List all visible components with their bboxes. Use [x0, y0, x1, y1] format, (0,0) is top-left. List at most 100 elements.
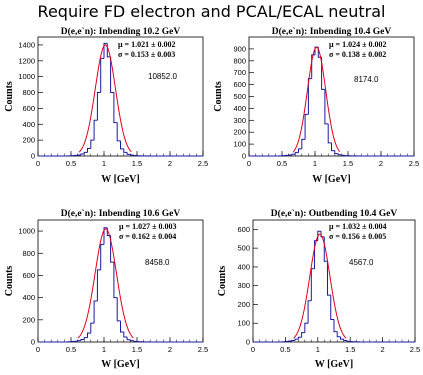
y-tick-label: 0	[31, 338, 35, 347]
y-tick-label: 800	[233, 56, 246, 65]
mu-value: μ = 1.024 ± 0.002	[329, 40, 386, 49]
histogram-bin	[94, 301, 97, 323]
histogram-bin	[121, 141, 124, 149]
y-tick-label: 1000	[18, 72, 35, 81]
histogram-bin	[124, 149, 127, 153]
x-tick-label: 1.5	[345, 345, 355, 354]
histogram-bin	[130, 154, 133, 155]
histogram-bin	[81, 154, 84, 155]
histogram-bin	[298, 337, 301, 339]
x-tick-label: 2.5	[198, 345, 208, 354]
histogram-bin	[121, 321, 124, 332]
y-tick-label: 400	[22, 293, 35, 302]
y-tick-label: 500	[233, 92, 246, 101]
y-tick-label: 100	[237, 319, 250, 328]
histogram-bin	[84, 338, 87, 340]
chart-title: D(e,e`n): Inbending 10.6 GeV	[61, 208, 181, 219]
x-axis-label: W [GeV]	[315, 359, 353, 370]
histogram-bin	[127, 337, 130, 340]
y-tick-label: 200	[233, 128, 246, 137]
histogram-bin	[292, 154, 295, 155]
x-tick-label: 2.5	[409, 159, 419, 168]
y-tick-label: 400	[22, 120, 35, 129]
entries-count: 8174.0	[354, 75, 379, 84]
mu-value: μ = 1.032 ± 0.004	[329, 222, 386, 231]
sigma-value: σ = 0.153 ± 0.003	[118, 50, 175, 59]
x-tick-label: 1	[316, 345, 320, 354]
x-axis-label: W [GeV]	[101, 359, 139, 370]
x-tick-label: 1.5	[132, 159, 142, 168]
entries-count: 4567.0	[349, 258, 374, 267]
y-tick-label: 500	[237, 244, 250, 253]
x-tick-label: 1.5	[132, 345, 142, 354]
y-tick-label: 100	[233, 140, 246, 149]
histogram-bin	[308, 301, 311, 324]
y-axis-label: Counts	[213, 81, 224, 112]
y-tick-label: 600	[233, 80, 246, 89]
histogram-bin	[347, 340, 350, 341]
histogram-bin	[292, 340, 295, 341]
entries-count: 8458.0	[145, 258, 170, 267]
y-tick-label: 400	[237, 262, 250, 271]
x-tick-label: 2.5	[198, 159, 208, 168]
chart-title: D(e,e`n): Inbending 10.4 GeV	[272, 26, 392, 37]
x-tick-label: 0	[247, 159, 251, 168]
histogram-bin	[295, 339, 298, 340]
histogram-bin	[340, 337, 343, 339]
y-tick-label: 800	[22, 88, 35, 97]
histogram-bin	[97, 270, 100, 301]
y-tick-label: 1400	[18, 40, 35, 49]
gaussian-fit-curve	[293, 47, 340, 152]
histogram-bin	[101, 58, 104, 92]
y-tick-label: 800	[22, 249, 35, 258]
gaussian-fit-curve	[78, 229, 133, 338]
mu-value: μ = 1.027 ± 0.003	[119, 222, 176, 231]
y-tick-label: 300	[237, 281, 250, 290]
histogram-bin	[302, 333, 305, 338]
x-tick-label: 0.5	[66, 345, 76, 354]
histogram-bin	[311, 269, 314, 301]
x-tick-label: 1	[102, 345, 106, 354]
y-tick-label: 600	[22, 104, 35, 113]
x-tick-label: 2	[379, 159, 383, 168]
histogram-bin	[305, 114, 308, 139]
histogram-bin	[130, 340, 133, 341]
main-title: Require FD electron and PCAL/ECAL neutra…	[0, 2, 423, 21]
histogram-bin	[124, 332, 127, 337]
histogram-bin	[81, 340, 84, 341]
chart-title: D(e,e`n): Outbending 10.4 GeV	[271, 208, 398, 219]
histogram-bin	[295, 153, 298, 155]
y-tick-label: 1000	[18, 227, 35, 236]
x-tick-label: 1	[102, 159, 106, 168]
y-tick-label: 200	[22, 315, 35, 324]
histogram-bin	[84, 152, 87, 154]
x-tick-label: 2	[168, 159, 172, 168]
histogram-bin	[88, 148, 91, 152]
sigma-value: σ = 0.162 ± 0.004	[119, 232, 176, 241]
histogram-bin	[78, 341, 81, 342]
histogram-bin	[338, 154, 341, 155]
x-tick-label: 0.5	[277, 159, 287, 168]
gaussian-fit-curve	[294, 234, 346, 338]
entries-count: 10852.0	[148, 72, 177, 81]
histogram-bin	[97, 93, 100, 121]
x-tick-label: 0.5	[280, 345, 290, 354]
y-tick-label: 200	[237, 300, 250, 309]
histogram-bin	[127, 152, 130, 154]
y-tick-label: 0	[31, 152, 35, 161]
x-axis-label: W [GeV]	[312, 174, 350, 185]
y-tick-label: 1200	[18, 56, 35, 65]
y-tick-label: 600	[237, 225, 250, 234]
x-tick-label: 0	[36, 345, 40, 354]
histogram-bin	[305, 323, 308, 332]
histogram-bin	[299, 149, 302, 153]
histogram-bin	[91, 323, 94, 333]
y-tick-label: 900	[233, 44, 246, 53]
histogram-bin	[117, 298, 120, 321]
